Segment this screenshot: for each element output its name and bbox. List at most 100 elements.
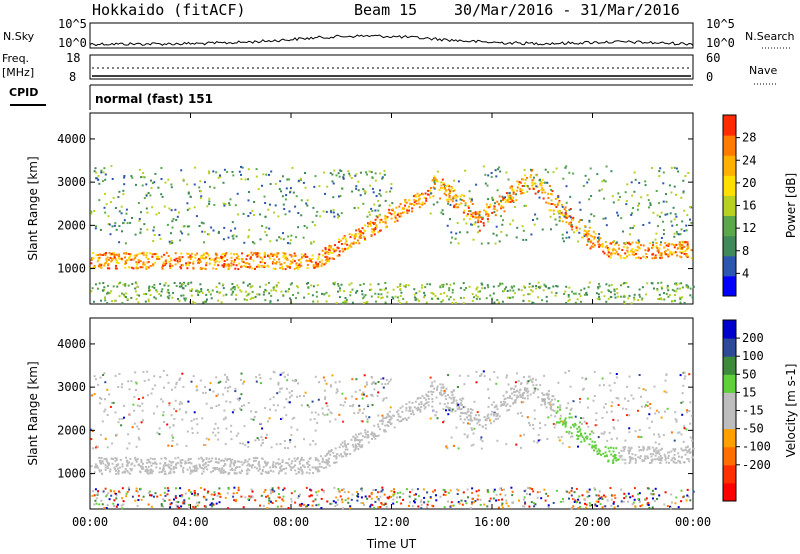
data-point	[230, 293, 233, 296]
data-point	[631, 250, 634, 253]
data-point	[639, 257, 642, 260]
data-point	[217, 230, 220, 233]
data-point	[114, 222, 117, 225]
data-point	[289, 465, 292, 468]
data-point	[291, 460, 294, 463]
data-point	[196, 504, 199, 507]
data-point	[168, 472, 170, 475]
data-point	[678, 455, 680, 458]
data-point	[237, 432, 240, 435]
data-point	[489, 497, 492, 500]
data-point	[160, 504, 163, 507]
data-point	[616, 437, 618, 440]
data-point	[367, 434, 370, 436]
data-point	[162, 464, 165, 467]
data-point	[164, 464, 167, 467]
data-point	[651, 420, 653, 423]
data-point	[621, 458, 624, 461]
data-point	[196, 467, 199, 470]
data-point	[230, 262, 233, 265]
data-point	[205, 498, 208, 501]
data-point	[290, 497, 293, 500]
data-point	[436, 388, 438, 391]
data-point	[497, 285, 500, 288]
data-point	[464, 202, 467, 205]
data-point	[223, 168, 226, 171]
data-point	[356, 439, 358, 441]
data-point	[551, 395, 554, 398]
data-point	[154, 261, 157, 264]
data-point	[674, 251, 677, 254]
data-point	[516, 226, 519, 229]
data-point	[456, 408, 459, 411]
data-point	[293, 255, 296, 258]
data-point	[253, 201, 256, 203]
data-point	[584, 233, 587, 236]
data-point	[495, 382, 498, 385]
data-point	[493, 488, 496, 491]
data-point	[164, 462, 167, 465]
data-point	[576, 427, 579, 430]
data-point	[168, 207, 171, 210]
data-point	[183, 281, 185, 284]
data-point	[586, 181, 589, 184]
data-point	[90, 465, 93, 468]
data-point	[336, 254, 339, 257]
data-point	[205, 264, 208, 267]
data-point	[502, 197, 505, 200]
data-point	[654, 487, 657, 490]
data-point	[363, 236, 366, 239]
data-point	[635, 241, 638, 244]
data-point	[359, 284, 362, 286]
data-point	[424, 406, 427, 409]
data-point	[258, 468, 261, 471]
data-point	[547, 390, 550, 392]
data-point	[100, 264, 103, 267]
data-point	[182, 282, 185, 285]
data-point	[161, 195, 164, 198]
data-point	[253, 460, 255, 462]
data-point	[644, 405, 646, 408]
data-point	[563, 215, 566, 218]
data-point	[467, 408, 470, 411]
data-point	[342, 173, 345, 176]
data-point	[483, 209, 486, 212]
data-point	[359, 194, 362, 197]
data-point	[403, 285, 406, 288]
data-point	[142, 419, 144, 422]
data-point	[655, 245, 658, 248]
data-point	[214, 422, 217, 425]
data-point	[547, 202, 550, 205]
data-point	[206, 491, 209, 494]
data-point	[523, 285, 525, 288]
data-point	[659, 215, 661, 218]
data-point	[373, 381, 375, 384]
data-point	[142, 467, 145, 470]
data-point	[246, 266, 249, 268]
data-point	[661, 287, 663, 290]
data-point	[325, 459, 328, 462]
data-point	[353, 236, 356, 239]
data-point	[357, 439, 360, 442]
data-point	[233, 260, 236, 263]
data-point	[104, 178, 107, 181]
data-point	[684, 449, 687, 451]
data-point	[452, 190, 455, 193]
data-point	[620, 500, 623, 503]
data-point	[313, 185, 316, 188]
data-point	[265, 463, 268, 466]
data-point	[333, 169, 336, 172]
data-point	[550, 228, 552, 231]
data-point	[176, 261, 179, 264]
data-point	[517, 288, 520, 291]
data-point	[308, 468, 311, 471]
data-point	[208, 203, 211, 205]
data-point	[432, 186, 435, 189]
data-point	[284, 213, 287, 216]
data-point	[686, 446, 689, 448]
data-point	[128, 256, 131, 259]
data-point	[302, 503, 305, 506]
data-point	[365, 381, 368, 384]
data-point	[139, 232, 142, 235]
data-point	[349, 291, 352, 294]
